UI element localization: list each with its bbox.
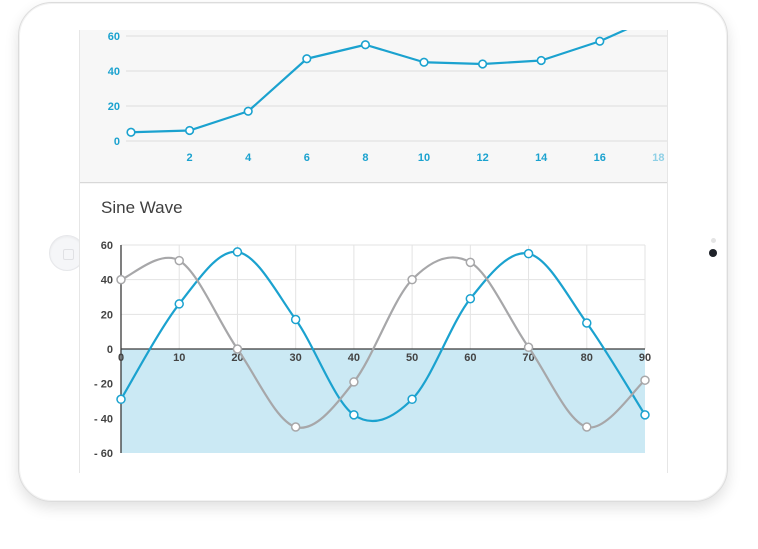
y-tick-label: 60 [101, 240, 113, 252]
data-point [232, 344, 243, 354]
sensor-dot [711, 238, 716, 243]
data-point [407, 394, 417, 405]
y-tick-label: 40 [101, 275, 113, 287]
x-tick-label: 30 [290, 352, 302, 364]
x-tick-label: 40 [348, 352, 360, 364]
x-tick-label: 16 [594, 152, 606, 164]
data-point [302, 54, 312, 64]
y-tick-label: - 40 [94, 413, 113, 425]
data-point [184, 125, 195, 136]
x-tick-label: 50 [406, 352, 418, 364]
x-tick-label: 70 [522, 352, 534, 364]
data-point [478, 59, 488, 69]
data-point [595, 36, 605, 46]
sine-wave-panel: Sine Wave 60 40 20 0- 20- 40- 60 0 10 20 30 40 50… [80, 184, 667, 473]
line-chart-panel: 0 20 40 60 2 4 6 8 10 12 14 16 18 [80, 30, 667, 183]
x-tick-label: 6 [304, 152, 310, 164]
data-point [290, 422, 301, 432]
data-point [116, 274, 126, 285]
data-point [582, 422, 592, 432]
data-point [582, 318, 592, 328]
data-point [640, 375, 650, 385]
data-point [640, 410, 650, 420]
y-tick-label: 60 [108, 31, 120, 43]
data-point [243, 106, 253, 116]
data-point [116, 394, 126, 405]
y-tick-label: 0 [107, 344, 113, 356]
x-tick-label: 10 [418, 152, 430, 164]
tablet-screen: 0 20 40 60 2 4 6 8 10 12 14 16 18 Sine Wave 60 40 20 0 -… [79, 30, 668, 473]
data-point [523, 342, 534, 353]
data-point [465, 257, 476, 268]
y-tick-label: 20 [108, 101, 120, 113]
x-tick-label: 18 [652, 152, 664, 164]
data-point [126, 127, 136, 137]
x-tick-label: 8 [362, 152, 368, 164]
gray-series-line [120, 256, 646, 429]
data-point [407, 274, 417, 285]
x-tick-label: 60 [464, 352, 476, 364]
data-point [349, 377, 359, 387]
y-tick-label: 0 [114, 136, 120, 148]
y-tick-label: - 60 [94, 448, 113, 460]
x-tick-label: 12 [476, 152, 488, 164]
data-point [536, 55, 546, 66]
camera-icon [709, 249, 717, 257]
data-point [360, 40, 371, 50]
data-point [419, 57, 429, 67]
x-tick-label: 14 [535, 152, 548, 164]
series-line [130, 30, 628, 134]
section-title: Sine Wave [101, 198, 183, 217]
x-tick-label: 4 [245, 152, 252, 164]
x-tick-label: 80 [581, 352, 593, 364]
negative-region [121, 349, 645, 453]
x-tick-label: 0 [118, 352, 124, 364]
data-point [290, 314, 301, 325]
y-tick-label: - 20 [94, 379, 113, 391]
data-point [232, 247, 243, 257]
data-point [349, 410, 359, 420]
data-point [174, 255, 184, 266]
data-point [465, 293, 476, 304]
line-chart: 0 20 40 60 2 4 6 8 10 12 14 16 18 [108, 30, 667, 164]
x-tick-label: 2 [187, 152, 193, 164]
y-tick-label: 20 [101, 309, 113, 321]
data-point [523, 248, 534, 259]
x-tick-label: 90 [639, 352, 651, 364]
x-tick-label: 10 [173, 352, 185, 364]
blue-series-line [120, 250, 646, 423]
y-tick-label: 40 [108, 66, 120, 78]
data-point [174, 299, 184, 309]
